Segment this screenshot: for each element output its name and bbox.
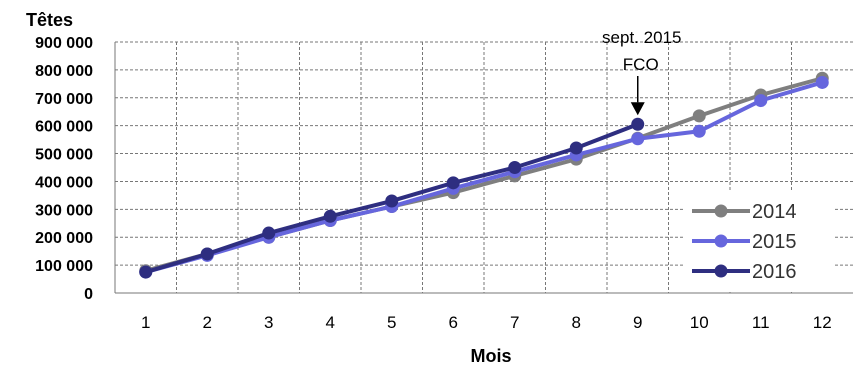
data-point-2016 bbox=[569, 141, 583, 155]
y-tick-label: 800 000 bbox=[35, 63, 93, 80]
y-tick-label: 0 bbox=[84, 286, 93, 303]
x-tick-label: 2 bbox=[203, 313, 212, 332]
data-point-2015 bbox=[754, 94, 768, 108]
x-axis: 1 2 3 4 5 6 7 8 9 10 11 12 bbox=[141, 313, 832, 332]
legend-swatch-marker bbox=[714, 234, 728, 248]
data-point-2016 bbox=[200, 247, 214, 261]
x-tick-label: 5 bbox=[387, 313, 396, 332]
x-tick-label: 6 bbox=[449, 313, 458, 332]
data-point-2014 bbox=[692, 109, 706, 123]
data-point-2015 bbox=[815, 75, 829, 89]
data-point-2016 bbox=[385, 194, 399, 208]
legend-label: 2014 bbox=[752, 201, 797, 223]
data-point-2015 bbox=[631, 132, 645, 146]
y-tick-label: 700 000 bbox=[35, 91, 93, 108]
y-tick-label: 400 000 bbox=[35, 174, 93, 191]
annotation-label: FCO bbox=[623, 55, 659, 74]
legend: 2014 2015 2016 bbox=[683, 190, 833, 290]
y-tick-label: 900 000 bbox=[35, 35, 93, 52]
y-tick-label: 300 000 bbox=[35, 202, 93, 219]
x-tick-label: 3 bbox=[264, 313, 273, 332]
data-point-2015 bbox=[692, 124, 706, 138]
y-axis: 0 100 000 200 000 300 000 400 000 500 000 600 … bbox=[35, 35, 93, 303]
x-tick-label: 11 bbox=[752, 313, 770, 332]
y-tick-label: 500 000 bbox=[35, 147, 93, 164]
annotation-date: sept. 2015 bbox=[602, 28, 681, 47]
y-tick-label: 100 000 bbox=[35, 258, 93, 275]
data-point-2016 bbox=[508, 161, 522, 174]
x-tick-label: 10 bbox=[690, 313, 709, 332]
x-tick-label: 9 bbox=[633, 313, 642, 332]
y-tick-label: 600 000 bbox=[35, 119, 93, 136]
y-tick-label: 200 000 bbox=[35, 230, 93, 247]
annotation-arrow-head bbox=[630, 102, 645, 116]
data-point-2016 bbox=[446, 176, 460, 190]
legend-swatch-marker bbox=[714, 264, 728, 278]
series-lines bbox=[139, 71, 829, 279]
x-tick-label: 4 bbox=[326, 313, 335, 332]
data-point-2016 bbox=[631, 117, 645, 131]
x-tick-label: 7 bbox=[510, 313, 519, 332]
x-tick-label: 12 bbox=[813, 313, 832, 332]
legend-swatch-marker bbox=[714, 204, 728, 218]
x-axis-title: Mois bbox=[470, 346, 511, 366]
data-point-2016 bbox=[139, 265, 153, 279]
annotation: sept. 2015 FCO bbox=[602, 28, 681, 116]
data-point-2016 bbox=[262, 226, 276, 240]
plot-grid bbox=[114, 41, 853, 294]
x-tick-label: 8 bbox=[572, 313, 581, 332]
data-point-2016 bbox=[323, 209, 337, 223]
series-line-2015 bbox=[145, 80, 823, 275]
legend-label: 2015 bbox=[752, 231, 797, 253]
x-tick-label: 1 bbox=[141, 313, 150, 332]
y-axis-title: Têtes bbox=[26, 10, 73, 30]
legend-label: 2016 bbox=[752, 261, 797, 283]
